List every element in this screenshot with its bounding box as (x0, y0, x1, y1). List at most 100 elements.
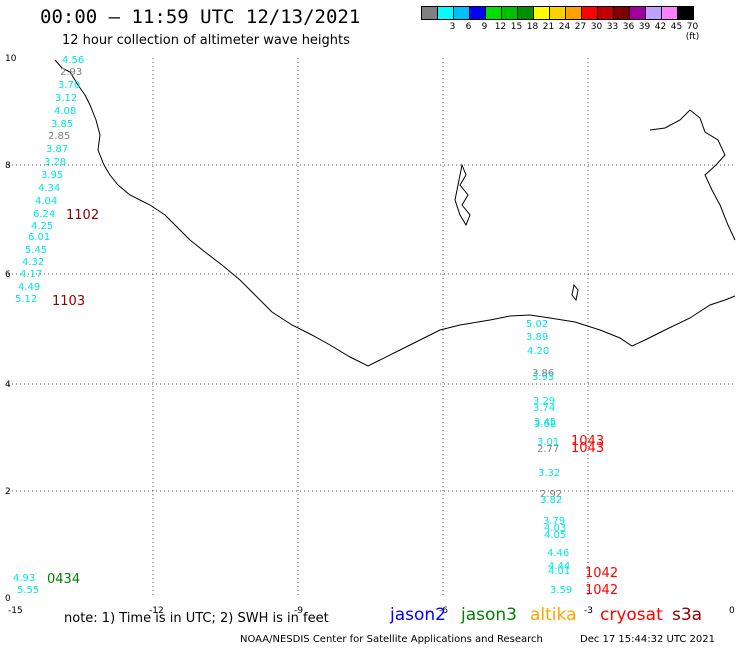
page-title: 00:00 – 11:59 UTC 12/13/2021 (40, 6, 361, 28)
wave-height-reading: 5.55 (17, 585, 39, 596)
x-tick-label: -15 (8, 606, 23, 616)
wave-height-reading: 5.45 (25, 245, 47, 256)
pass-time-label: 1103 (52, 294, 85, 309)
wave-height-reading: 4.17 (20, 269, 42, 280)
y-tick-label: 2 (5, 487, 11, 497)
wave-height-reading: 6.24 (33, 209, 55, 220)
wave-height-reading: 3.95 (41, 170, 63, 181)
color-scale-legend (421, 6, 694, 20)
wave-height-reading: 4.25 (31, 221, 53, 232)
wave-height-reading: 3.87 (46, 144, 68, 155)
wave-height-readings: 4.562.93 3.70 3.12 4.08 3.852.85 3.87 3.28 3.95… (13, 55, 572, 596)
wave-height-reading: 2.92 (540, 489, 562, 500)
wave-height-reading: 4.93 (13, 573, 35, 584)
y-tick-label: 10 (5, 54, 17, 64)
west-africa-coast (54, 59, 736, 367)
y-tick-label: 4 (5, 380, 11, 390)
wave-height-reading: 4.08 (54, 106, 76, 117)
pass-time-label: 1042 (585, 566, 618, 581)
legend-label: 33 (606, 22, 619, 32)
wave-height-reading: 4.03 (544, 523, 566, 534)
wave-height-reading: 3.68 (534, 419, 556, 430)
wave-height-reading: 3.32 (538, 468, 560, 479)
pass-time-label: 0434 (47, 572, 80, 587)
wave-height-reading: 3.59 (550, 585, 572, 596)
legend-label: 45 (670, 22, 683, 32)
legend-label: 27 (574, 22, 587, 32)
wave-height-reading: 4.44 (548, 561, 570, 572)
wave-height-reading: 3.28 (44, 157, 66, 168)
wave-height-reading: 3.45 (534, 417, 556, 428)
generated-timestamp: Dec 17 15:44:32 UTC 2021 (580, 634, 715, 645)
x-tick-label: -6 (439, 606, 448, 616)
wave-height-reading: 2.85 (48, 131, 70, 142)
x-tick-label: 0 (729, 606, 735, 616)
units-note: note: 1) Time is in UTC; 2) SWH is in fe… (64, 611, 329, 626)
legend-label: 9 (481, 22, 488, 32)
legend-label: 39 (638, 22, 651, 32)
satellite-legend-entry: s3a (672, 605, 703, 625)
wave-height-reading: 2.93 (60, 67, 82, 78)
x-tick-label: -9 (294, 606, 303, 616)
satellite-legend-entry: cryosat (600, 605, 663, 625)
pass-time-label: 1043 (571, 434, 604, 449)
coastline (54, 59, 736, 367)
wave-height-reading: 3.93 (532, 372, 554, 383)
legend-label: 42 (654, 22, 667, 32)
wave-height-reading: 4.01 (548, 566, 570, 577)
wave-height-reading: 4.32 (22, 257, 44, 268)
axis-tick-labels: -15 -12 -9 -6 -3 0 0 2 4 6 8 10 (5, 54, 735, 616)
map-subtitle: 12 hour collection of altimeter wave hei… (62, 33, 350, 48)
wave-height-reading: 4.04 (35, 196, 57, 207)
legend-label: 6 (465, 22, 472, 32)
wave-height-reading: 5.02 (526, 319, 548, 330)
wave-height-reading: 3.70 (58, 80, 80, 91)
legend-label: 18 (526, 22, 539, 32)
wave-height-reading: 3.86 (532, 368, 554, 379)
satellite-legend-entry: altika (530, 605, 577, 625)
y-tick-label: 0 (5, 594, 11, 604)
legend-label: 12 (494, 22, 507, 32)
legend-swatch (677, 6, 694, 20)
wave-height-reading: 4.34 (38, 183, 60, 194)
x-tick-label: -3 (584, 606, 593, 616)
wave-height-reading: 3.79 (543, 516, 565, 527)
credit-line: NOAA/NESDIS Center for Satellite Applica… (240, 634, 543, 645)
wave-height-reading: 5.12 (15, 294, 37, 305)
legend-label: 21 (542, 22, 555, 32)
wave-height-reading: 4.56 (62, 55, 84, 66)
legend-label: 36 (622, 22, 635, 32)
wave-height-reading: 6.01 (28, 232, 50, 243)
wave-height-reading: 4.05 (544, 530, 566, 541)
wave-height-reading: 4.20 (527, 346, 549, 357)
satellite-legend-entry: jason3 (461, 605, 517, 625)
niger-delta-rivers (649, 109, 736, 241)
wave-height-reading: 4.49 (18, 282, 40, 293)
y-tick-label: 6 (5, 270, 11, 280)
legend-label: 15 (510, 22, 523, 32)
legend-label: 30 (590, 22, 603, 32)
y-tick-label: 8 (5, 161, 11, 171)
wave-height-reading: 3.85 (51, 119, 73, 130)
wave-height-reading: 3.82 (540, 495, 562, 506)
wave-height-reading: 3.89 (526, 332, 548, 343)
lake-volta (454, 163, 471, 227)
legend-label: 3 (449, 22, 456, 32)
legend-label: 24 (558, 22, 571, 32)
wave-height-reading: 3.29 (533, 396, 555, 407)
wave-height-reading: 2.77 (537, 444, 559, 455)
wave-height-reading: 4.46 (547, 548, 569, 559)
wave-height-reading: 3.74 (533, 403, 555, 414)
small-island (571, 283, 579, 302)
x-tick-label: -12 (149, 606, 164, 616)
pass-time-label: 1102 (66, 208, 99, 223)
wave-height-reading: 3.01 (537, 437, 559, 448)
legend-label: 70 (ft) (685, 22, 700, 42)
pass-time-label: 1042 (585, 583, 618, 598)
map-grid (8, 58, 733, 598)
satellite-legend-entry: jason2 (390, 605, 446, 625)
pass-time-label: 1043 (571, 441, 604, 456)
wave-height-reading: 3.12 (55, 93, 77, 104)
